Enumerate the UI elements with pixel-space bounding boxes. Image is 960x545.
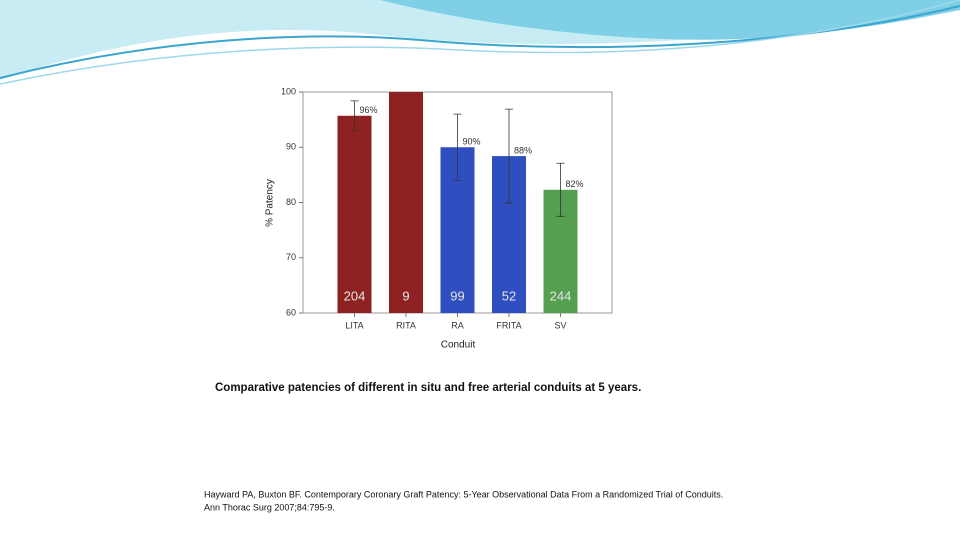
error-bar <box>556 162 565 217</box>
count-label: 204 <box>344 288 366 303</box>
caption: Comparative patencies of different in si… <box>215 382 641 394</box>
header-wave <box>0 0 960 85</box>
value-label: 90% <box>463 137 481 147</box>
x-tick-label: RA <box>451 320 464 330</box>
bar <box>389 92 423 313</box>
bar <box>337 115 372 313</box>
y-tick-label: 70 <box>286 252 296 262</box>
reference-line: Ann Thorac Surg 2007;84:795-9. <box>204 502 335 512</box>
y-tick-label: 90 <box>286 142 296 152</box>
x-tick-label: RITA <box>396 320 416 330</box>
error-bar <box>350 100 359 132</box>
x-tick-label: FRITA <box>496 320 521 330</box>
value-label: 82% <box>566 179 584 189</box>
count-label: 52 <box>502 288 516 303</box>
x-tick-label: SV <box>554 320 566 330</box>
y-axis-label: % Patency <box>265 179 276 227</box>
count-label: 9 <box>402 288 409 303</box>
value-label: 96% <box>360 105 378 115</box>
y-tick-label: 80 <box>286 197 296 207</box>
x-axis-label: Conduit <box>441 340 476 351</box>
count-label: 244 <box>550 288 572 303</box>
x-tick-label: LITA <box>345 320 363 330</box>
count-label: 99 <box>450 288 464 303</box>
error-bar <box>453 113 462 181</box>
error-bar <box>505 108 513 204</box>
reference-line: Hayward PA, Buxton BF. Contemporary Coro… <box>204 489 723 499</box>
value-label: 88% <box>514 145 532 155</box>
y-tick-label: 100 <box>281 86 296 96</box>
y-tick-label: 60 <box>286 307 296 317</box>
